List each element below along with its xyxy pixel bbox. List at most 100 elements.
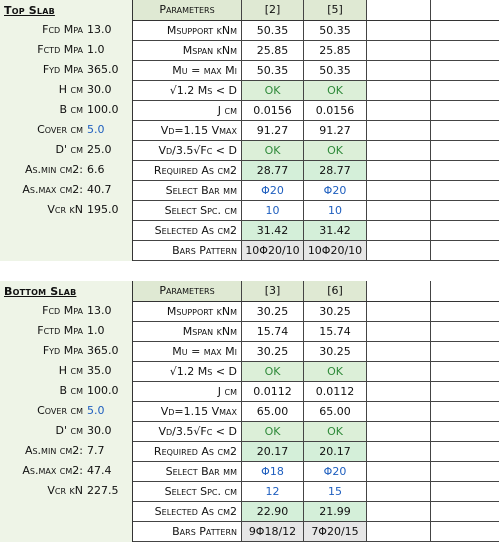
value-cell[interactable]: 65.00 xyxy=(242,402,304,421)
value-cell[interactable]: 0.0112 xyxy=(304,382,367,401)
bar-select-cell[interactable]: Φ20 xyxy=(304,181,367,200)
empty-cell[interactable] xyxy=(431,281,499,301)
value-cell[interactable]: 50.35 xyxy=(242,61,304,80)
empty-cell[interactable] xyxy=(431,382,499,401)
input-value[interactable]: 1.0 xyxy=(87,324,105,337)
empty-cell[interactable] xyxy=(367,342,431,361)
input-value[interactable]: 47.4 xyxy=(87,464,112,477)
bars-pattern-cell[interactable]: 7Φ20/15 xyxy=(304,522,367,541)
ok-status-cell[interactable]: OK xyxy=(242,422,304,441)
empty-cell[interactable] xyxy=(367,141,431,160)
empty-cell[interactable] xyxy=(367,241,431,260)
empty-cell[interactable] xyxy=(367,161,431,180)
ok-status-cell[interactable]: OK xyxy=(304,422,367,441)
input-value[interactable]: 1.0 xyxy=(87,43,105,56)
empty-cell[interactable] xyxy=(431,221,499,240)
empty-cell[interactable] xyxy=(367,482,431,501)
empty-cell[interactable] xyxy=(431,302,499,321)
bar-select-cell[interactable]: Φ20 xyxy=(242,181,304,200)
empty-cell[interactable] xyxy=(431,201,499,220)
spacing-select-cell[interactable]: 12 xyxy=(242,482,304,501)
value-cell[interactable]: 25.85 xyxy=(242,41,304,60)
empty-cell[interactable] xyxy=(367,201,431,220)
empty-cell[interactable] xyxy=(367,221,431,240)
input-value[interactable]: 35.0 xyxy=(87,364,112,377)
bars-pattern-cell[interactable]: 10Φ20/10 xyxy=(304,241,367,260)
empty-cell[interactable] xyxy=(431,101,499,120)
empty-cell[interactable] xyxy=(431,161,499,180)
empty-cell[interactable] xyxy=(431,342,499,361)
ok-status-cell[interactable]: OK xyxy=(304,141,367,160)
input-value[interactable]: 100.0 xyxy=(87,384,119,397)
value-cell[interactable]: 30.25 xyxy=(304,302,367,321)
empty-cell[interactable] xyxy=(367,502,431,521)
value-cell[interactable]: 28.77 xyxy=(304,161,367,180)
input-value[interactable]: 195.0 xyxy=(87,203,119,216)
input-value[interactable]: 25.0 xyxy=(87,143,112,156)
bars-pattern-cell[interactable]: 9Φ18/12 xyxy=(242,522,304,541)
empty-cell[interactable] xyxy=(431,362,499,381)
spacing-select-cell[interactable]: 15 xyxy=(304,482,367,501)
value-cell[interactable]: 28.77 xyxy=(242,161,304,180)
empty-cell[interactable] xyxy=(431,422,499,441)
empty-cell[interactable] xyxy=(367,21,431,40)
empty-cell[interactable] xyxy=(431,462,499,481)
empty-cell[interactable] xyxy=(431,81,499,100)
empty-cell[interactable] xyxy=(367,522,431,541)
empty-cell[interactable] xyxy=(367,422,431,441)
input-value[interactable]: 30.0 xyxy=(87,424,112,437)
spacing-select-cell[interactable]: 10 xyxy=(242,201,304,220)
spacing-select-cell[interactable]: 10 xyxy=(304,201,367,220)
value-cell[interactable]: 20.17 xyxy=(304,442,367,461)
value-cell[interactable]: 0.0156 xyxy=(242,101,304,120)
empty-cell[interactable] xyxy=(367,281,431,301)
value-cell[interactable]: 91.27 xyxy=(242,121,304,140)
empty-cell[interactable] xyxy=(367,0,431,20)
value-cell[interactable]: 20.17 xyxy=(242,442,304,461)
input-value[interactable]: 7.7 xyxy=(87,444,105,457)
value-cell[interactable]: 21.99 xyxy=(304,502,367,521)
bar-select-cell[interactable]: Φ18 xyxy=(242,462,304,481)
ok-status-cell[interactable]: OK xyxy=(242,81,304,100)
value-cell[interactable]: 50.35 xyxy=(304,21,367,40)
empty-cell[interactable] xyxy=(431,181,499,200)
ok-status-cell[interactable]: OK xyxy=(304,81,367,100)
empty-cell[interactable] xyxy=(431,522,499,541)
empty-cell[interactable] xyxy=(367,181,431,200)
value-cell[interactable]: 91.27 xyxy=(304,121,367,140)
empty-cell[interactable] xyxy=(367,402,431,421)
value-cell[interactable]: 30.25 xyxy=(242,342,304,361)
empty-cell[interactable] xyxy=(367,101,431,120)
value-cell[interactable]: 65.00 xyxy=(304,402,367,421)
empty-cell[interactable] xyxy=(367,121,431,140)
empty-cell[interactable] xyxy=(431,502,499,521)
value-cell[interactable]: 0.0112 xyxy=(242,382,304,401)
ok-status-cell[interactable]: OK xyxy=(304,362,367,381)
ok-status-cell[interactable]: OK xyxy=(242,141,304,160)
input-value[interactable]: 40.7 xyxy=(87,183,112,196)
input-value[interactable]: 100.0 xyxy=(87,103,119,116)
value-cell[interactable]: 30.25 xyxy=(304,342,367,361)
empty-cell[interactable] xyxy=(367,442,431,461)
empty-cell[interactable] xyxy=(431,21,499,40)
input-value[interactable]: 6.6 xyxy=(87,163,105,176)
value-cell[interactable]: 0.0156 xyxy=(304,101,367,120)
input-value[interactable]: 13.0 xyxy=(87,23,112,36)
input-value[interactable]: 5.0 xyxy=(87,404,105,417)
empty-cell[interactable] xyxy=(431,121,499,140)
empty-cell[interactable] xyxy=(367,61,431,80)
empty-cell[interactable] xyxy=(367,462,431,481)
input-value[interactable]: 365.0 xyxy=(87,63,119,76)
value-cell[interactable]: 30.25 xyxy=(242,302,304,321)
input-value[interactable]: 30.0 xyxy=(87,83,112,96)
value-cell[interactable]: 15.74 xyxy=(304,322,367,341)
empty-cell[interactable] xyxy=(431,482,499,501)
empty-cell[interactable] xyxy=(367,41,431,60)
bar-select-cell[interactable]: Φ20 xyxy=(304,462,367,481)
empty-cell[interactable] xyxy=(431,241,499,260)
empty-cell[interactable] xyxy=(431,442,499,461)
empty-cell[interactable] xyxy=(431,61,499,80)
value-cell[interactable]: 50.35 xyxy=(242,21,304,40)
empty-cell[interactable] xyxy=(367,382,431,401)
empty-cell[interactable] xyxy=(431,41,499,60)
